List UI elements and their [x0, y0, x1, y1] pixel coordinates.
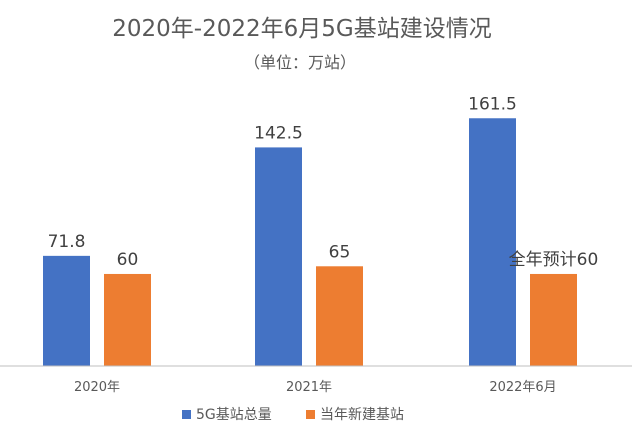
- x-tick-label-2: 2021年: [286, 380, 332, 395]
- x-tick-label-1: 2020年: [74, 380, 120, 395]
- bar-series-1-1: [43, 255, 90, 366]
- bar-series-2-2: [316, 266, 363, 366]
- legend-item-new-swatch: [306, 410, 315, 419]
- legend-item-new-label: 当年新建基站: [320, 406, 404, 423]
- data-label-series-1-3: 161.5: [468, 94, 517, 114]
- data-label-series-2-1: 60: [117, 250, 139, 270]
- legend: 5G基站总量 当年新建基站: [182, 406, 404, 423]
- bar-series-1-2: [255, 147, 302, 366]
- x-tick-label-3: 2022年6月: [489, 380, 556, 395]
- legend-item-total-label: 5G基站总量: [196, 406, 272, 423]
- bar-series-2-3: [530, 273, 577, 366]
- data-label-series-2-2: 65: [329, 242, 351, 262]
- bar-series-1-3: [469, 118, 516, 366]
- data-label-series-1-2: 142.5: [254, 123, 303, 143]
- chart-subtitle: （单位：万站）: [244, 53, 356, 72]
- bar-series-2-1: [104, 273, 151, 366]
- legend-item-total-swatch: [182, 410, 191, 419]
- x-axis-ticks: 2020年 2021年 2022年6月: [74, 380, 557, 395]
- data-label-series-2-3: 全年预计60: [509, 250, 599, 270]
- data-label-series-1-1: 71.8: [48, 232, 86, 252]
- chart-title: 2020年-2022年6月5G基站建设情况: [112, 16, 491, 42]
- plot-area: 71.8 142.5 161.5 60 65 全年预计60: [43, 94, 598, 366]
